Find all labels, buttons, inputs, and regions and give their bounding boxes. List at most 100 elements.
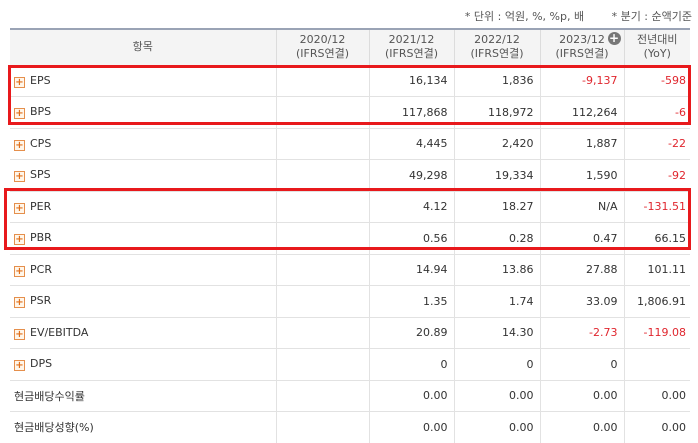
value-cell: -2.73 bbox=[539, 317, 624, 349]
financial-ratio-table: 항목 2020/12 (IFRS연결) 2021/12 (IFRS연결) 2022/… bbox=[10, 28, 690, 443]
row-label-cell[interactable]: + EPS bbox=[10, 65, 276, 97]
add-column-button[interactable]: + bbox=[607, 31, 621, 45]
expand-plus-icon[interactable]: + bbox=[14, 171, 25, 183]
value-cell bbox=[275, 348, 369, 381]
expand-plus-icon[interactable]: + bbox=[14, 265, 25, 277]
row-label: BPS bbox=[30, 105, 52, 119]
expand-plus-icon[interactable]: + bbox=[14, 234, 25, 246]
yoy-cell: 101.11 bbox=[623, 254, 690, 286]
yoy-cell: 66.15 bbox=[623, 222, 690, 255]
value-cell bbox=[275, 317, 369, 349]
header-col-2023: 2023/12 (IFRS연결) + bbox=[539, 28, 624, 66]
value-cell: 14.30 bbox=[453, 317, 540, 349]
value-cell: 16,134 bbox=[368, 65, 454, 97]
value-cell: 4,445 bbox=[368, 128, 454, 160]
table-header-row: 항목 2020/12 (IFRS연결) 2021/12 (IFRS연결) 2022/… bbox=[10, 28, 690, 66]
value-cell bbox=[275, 96, 369, 129]
row-label-cell[interactable]: + EV/EBITDA bbox=[10, 317, 276, 349]
expand-plus-icon[interactable]: + bbox=[14, 76, 25, 88]
row-label-cell[interactable]: + PER bbox=[10, 191, 276, 223]
row-label-cell: 현금배당성향(%) bbox=[10, 411, 276, 443]
row-label: PER bbox=[30, 199, 52, 213]
row-label: PBR bbox=[30, 231, 52, 245]
value-cell: 0.00 bbox=[453, 411, 540, 443]
expand-plus-icon[interactable]: + bbox=[14, 108, 25, 120]
row-label-cell[interactable]: + SPS bbox=[10, 159, 276, 192]
value-cell: 1,887 bbox=[539, 128, 624, 160]
value-cell bbox=[275, 222, 369, 255]
value-cell bbox=[275, 191, 369, 223]
row-label: CPS bbox=[30, 136, 52, 150]
yoy-cell: 0.00 bbox=[623, 411, 690, 443]
unit-notes: * 단위 : 억원, %, %p, 배 * 분기 : 순액기준 bbox=[441, 8, 692, 24]
table-row: + PSR 1.35 1.74 33.09 1,806.91 bbox=[10, 285, 690, 318]
table-row: 현금배당수익률 0.00 0.00 0.00 0.00 bbox=[10, 380, 690, 412]
yoy-cell: -92 bbox=[623, 159, 690, 192]
value-cell: 4.12 bbox=[368, 191, 454, 223]
expand-plus-icon[interactable]: + bbox=[14, 139, 25, 151]
yoy-cell: -598 bbox=[623, 65, 690, 97]
table-row: + CPS 4,445 2,420 1,887 -22 bbox=[10, 128, 690, 160]
table-row: + PBR 0.56 0.28 0.47 66.15 bbox=[10, 222, 690, 255]
row-label-cell[interactable]: + PBR bbox=[10, 222, 276, 255]
row-label: EV/EBITDA bbox=[30, 325, 89, 339]
value-cell: 0.00 bbox=[539, 380, 624, 412]
value-cell: 117,868 bbox=[368, 96, 454, 129]
expand-plus-icon[interactable]: + bbox=[14, 297, 25, 309]
yoy-cell bbox=[623, 348, 690, 381]
yoy-cell: -22 bbox=[623, 128, 690, 160]
yoy-cell: -131.51 bbox=[623, 191, 690, 223]
header-col-2020: 2020/12 (IFRS연결) bbox=[275, 28, 369, 66]
value-cell bbox=[275, 380, 369, 412]
yoy-cell: 0.00 bbox=[623, 380, 690, 412]
table-row: + SPS 49,298 19,334 1,590 -92 bbox=[10, 159, 690, 192]
expand-plus-icon[interactable]: + bbox=[14, 328, 25, 340]
row-label: 현금배당성향(%) bbox=[14, 421, 94, 435]
row-label-cell[interactable]: + PSR bbox=[10, 285, 276, 318]
value-cell: 1.74 bbox=[453, 285, 540, 318]
basis-note: * 분기 : 순액기준 bbox=[611, 10, 692, 23]
value-cell: 14.94 bbox=[368, 254, 454, 286]
row-label: PCR bbox=[30, 262, 52, 276]
value-cell: 0.00 bbox=[453, 380, 540, 412]
value-cell: 0.00 bbox=[368, 411, 454, 443]
value-cell: 33.09 bbox=[539, 285, 624, 318]
row-label-cell[interactable]: + PCR bbox=[10, 254, 276, 286]
value-cell: N/A bbox=[539, 191, 624, 223]
expand-plus-icon[interactable]: + bbox=[14, 202, 25, 214]
value-cell bbox=[275, 159, 369, 192]
table-row: 현금배당성향(%) 0.00 0.00 0.00 0.00 bbox=[10, 411, 690, 443]
expand-plus-icon[interactable]: + bbox=[14, 360, 25, 372]
table-row: + BPS 117,868 118,972 112,264 -6 bbox=[10, 96, 690, 129]
table-row: + PCR 14.94 13.86 27.88 101.11 bbox=[10, 254, 690, 286]
row-label: EPS bbox=[30, 73, 51, 87]
value-cell bbox=[275, 65, 369, 97]
value-cell bbox=[275, 285, 369, 318]
value-cell: 118,972 bbox=[453, 96, 540, 129]
value-cell: 0.00 bbox=[539, 411, 624, 443]
value-cell: -9,137 bbox=[539, 65, 624, 97]
value-cell: 18.27 bbox=[453, 191, 540, 223]
value-cell bbox=[275, 254, 369, 286]
value-cell: 112,264 bbox=[539, 96, 624, 129]
value-cell: 27.88 bbox=[539, 254, 624, 286]
table-row: + EPS 16,134 1,836 -9,137 -598 bbox=[10, 65, 690, 97]
value-cell: 0.47 bbox=[539, 222, 624, 255]
value-cell: 1,590 bbox=[539, 159, 624, 192]
table-row: + PER 4.12 18.27 N/A -131.51 bbox=[10, 191, 690, 223]
row-label-cell[interactable]: + CPS bbox=[10, 128, 276, 160]
value-cell: 0.56 bbox=[368, 222, 454, 255]
value-cell: 2,420 bbox=[453, 128, 540, 160]
value-cell: 49,298 bbox=[368, 159, 454, 192]
yoy-cell: -119.08 bbox=[623, 317, 690, 349]
value-cell: 0 bbox=[453, 348, 540, 381]
header-col-2022: 2022/12 (IFRS연결) bbox=[453, 28, 540, 66]
row-label-cell[interactable]: + DPS bbox=[10, 348, 276, 381]
row-label-cell[interactable]: + BPS bbox=[10, 96, 276, 129]
value-cell bbox=[275, 128, 369, 160]
value-cell: 0.28 bbox=[453, 222, 540, 255]
row-label: 현금배당수익률 bbox=[14, 389, 85, 403]
unit-note: * 단위 : 억원, %, %p, 배 bbox=[464, 10, 585, 23]
header-col-2021: 2021/12 (IFRS연결) bbox=[368, 28, 454, 66]
value-cell: 19,334 bbox=[453, 159, 540, 192]
